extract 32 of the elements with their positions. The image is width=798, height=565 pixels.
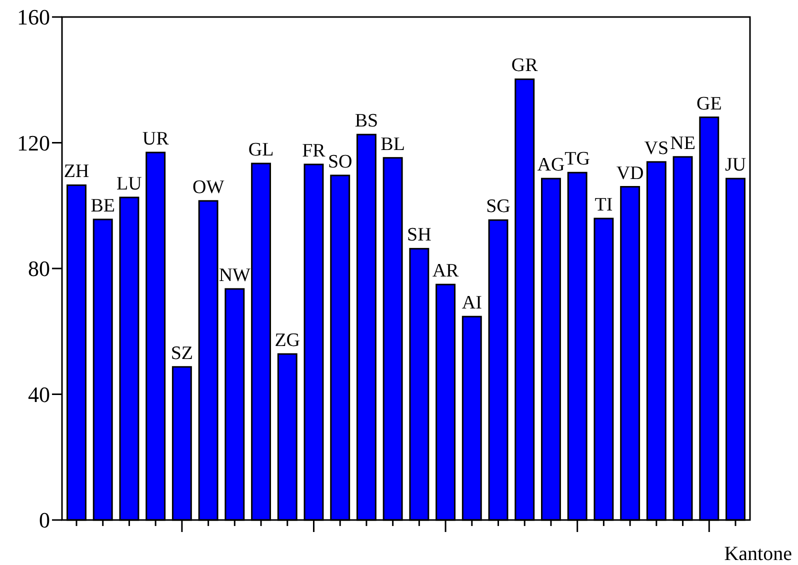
- x-tick-label: ZG: [274, 330, 300, 352]
- x-tick-label: OW: [192, 176, 224, 198]
- x-tick-label: GL: [248, 140, 274, 160]
- x-tick-label: NW: [218, 264, 251, 286]
- x-tick-label: FR: [302, 140, 326, 162]
- x-tick-label: AG: [537, 154, 565, 176]
- x-tick-label: VD: [616, 162, 644, 184]
- x-tick-label: NE: [670, 132, 696, 154]
- x-tick-label: SO: [328, 151, 352, 172]
- y-tick-label: 80: [28, 256, 50, 282]
- x-tick-label: UR: [142, 128, 170, 150]
- y-tick-label: 160: [17, 4, 50, 30]
- x-axis-title: Kantone: [724, 543, 792, 565]
- x-tick-label: LU: [116, 173, 142, 194]
- x-tick-label: TI: [594, 194, 613, 216]
- y-tick-label: 0: [39, 508, 50, 533]
- x-tick-label: AR: [432, 260, 460, 282]
- x-tick-label: ZH: [64, 161, 90, 182]
- x-tick-label: SZ: [170, 342, 194, 364]
- y-tick-label: 40: [28, 382, 50, 407]
- x-tick-label: GR: [511, 55, 538, 76]
- x-tick-label: BS: [354, 110, 378, 132]
- x-tick-label: JU: [724, 154, 746, 176]
- x-tick-label: BL: [380, 134, 405, 155]
- x-tick-label: SG: [486, 196, 511, 218]
- x-tick-label: VS: [644, 138, 669, 159]
- x-tick-label: TG: [564, 148, 590, 170]
- y-tick-label: 120: [17, 130, 50, 156]
- x-tick-label: GE: [696, 93, 722, 114]
- x-tick-label: AI: [462, 292, 482, 314]
- x-tick-label: BE: [90, 195, 115, 216]
- x-tick-label: SH: [407, 224, 432, 246]
